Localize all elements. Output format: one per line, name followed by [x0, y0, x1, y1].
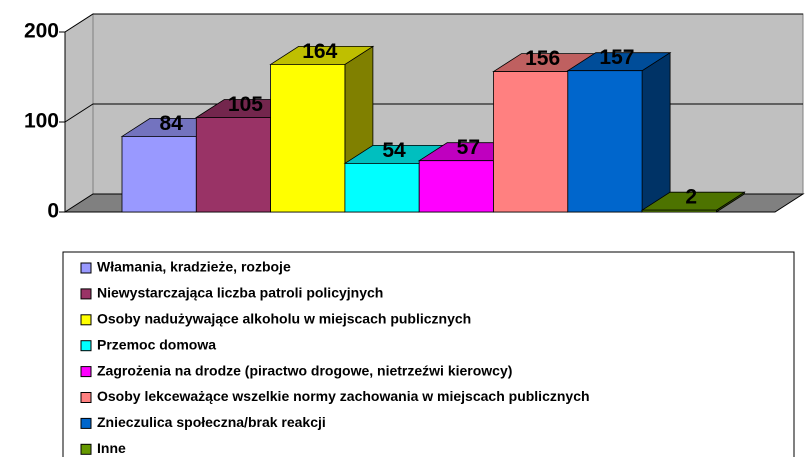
bar: [121, 135, 197, 213]
bar-side: [641, 51, 671, 213]
legend-swatch: [80, 314, 92, 326]
legend-label: Znieczulica społeczna/brak reakcji: [97, 414, 326, 430]
bar: [493, 71, 569, 213]
legend-label: Zagrożenia na drodze (piractwo drogowe, …: [97, 362, 512, 378]
bar: [567, 70, 643, 213]
legend-label: Włamania, kradzieże, rozboje: [97, 259, 291, 275]
bar: [344, 162, 420, 213]
grid-line: [64, 13, 803, 33]
legend-swatch: [80, 392, 92, 403]
value-label: 57: [457, 136, 480, 159]
legend-box: [62, 251, 795, 457]
bar: [270, 64, 346, 213]
value-label: 164: [302, 40, 337, 63]
legend-swatch: [80, 443, 92, 455]
bar: [641, 209, 717, 213]
value-label: 84: [159, 112, 183, 135]
value-label: 156: [525, 47, 560, 70]
y-tick-label: 0: [47, 200, 59, 223]
legend-label: Inne: [97, 440, 126, 456]
legend-label: Osoby nadużywające alkoholu w miejscach …: [97, 311, 471, 327]
legend-swatch: [80, 288, 92, 300]
value-label: 105: [228, 93, 263, 116]
legend-label: Niewystarczająca liczba patroli policyjn…: [97, 285, 383, 301]
bar: [418, 160, 494, 213]
legend-swatch: [80, 417, 92, 429]
legend-swatch: [80, 262, 92, 274]
y-tick-label: 100: [24, 110, 59, 133]
value-label: 157: [599, 46, 634, 69]
legend-label: Przemoc domowa: [97, 336, 216, 352]
y-tick-label: 200: [24, 20, 59, 43]
value-label: 2: [685, 186, 697, 209]
legend-swatch: [80, 340, 92, 352]
legend-swatch: [80, 366, 92, 378]
legend-label: Osoby lekceważące wszelkie normy zachowa…: [97, 388, 590, 404]
bar: [195, 117, 272, 213]
value-label: 54: [382, 139, 406, 162]
